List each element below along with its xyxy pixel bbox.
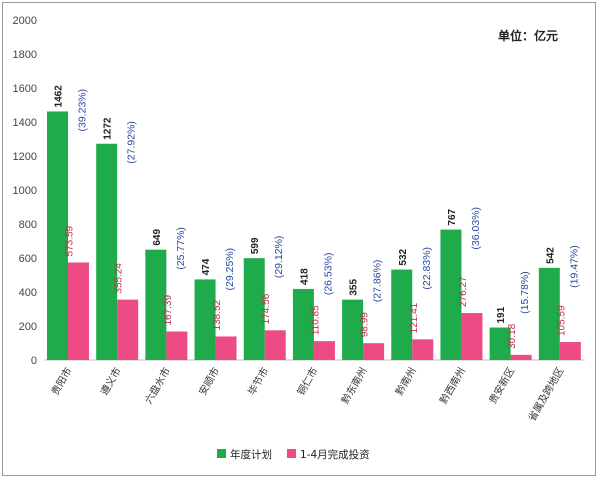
data-label-plan: 355 xyxy=(349,279,360,296)
y-tick-label: 200 xyxy=(19,321,37,333)
legend-swatch-done xyxy=(287,449,296,458)
category-label: 省属及跨地区 xyxy=(525,365,566,423)
bar-plan xyxy=(194,279,216,360)
data-label-plan: 599 xyxy=(250,237,261,254)
bar-plan xyxy=(489,327,511,360)
y-tick-label: 1200 xyxy=(13,151,37,163)
category-label: 贵阳市 xyxy=(48,365,74,397)
category-label: 黔西南州 xyxy=(437,365,468,406)
data-label-done: 105.59 xyxy=(556,305,567,336)
category-label: 黔东南州 xyxy=(338,365,369,406)
y-tick-label: 600 xyxy=(19,253,37,265)
data-label-plan: 1272 xyxy=(103,117,114,140)
category-label: 铜仁市 xyxy=(294,365,320,397)
bar-plan xyxy=(47,111,68,361)
data-label-done: 98.99 xyxy=(360,312,371,337)
bar-done xyxy=(559,342,581,360)
bar-plan xyxy=(292,288,314,360)
y-tick-label: 2000 xyxy=(13,15,37,27)
data-label-done: 30.18 xyxy=(507,323,518,348)
bar-plan xyxy=(440,229,462,360)
bar-plan xyxy=(342,299,364,360)
y-tick-label: 1800 xyxy=(13,49,37,61)
percent-label: (19.47%) xyxy=(568,245,580,288)
bar-done xyxy=(313,341,335,360)
data-label-done: 121.41 xyxy=(409,302,420,333)
data-label-done: 174.56 xyxy=(261,293,272,324)
y-tick-label: 1000 xyxy=(13,185,37,197)
data-label-plan: 191 xyxy=(496,306,507,323)
percent-label: (27.86%) xyxy=(372,260,384,303)
bar-done xyxy=(363,343,385,360)
bar-plan xyxy=(145,249,167,360)
y-tick-label: 0 xyxy=(31,355,37,367)
percent-label: (26.53%) xyxy=(322,253,334,296)
bar-done xyxy=(166,331,188,360)
bar-plan xyxy=(391,269,413,360)
data-label-done: 276.27 xyxy=(458,276,469,307)
percent-label: (15.78%) xyxy=(519,271,531,314)
legend-swatch-plan xyxy=(217,449,226,458)
bar-done xyxy=(117,299,139,360)
unit-label: 单位：亿元 xyxy=(498,28,558,43)
category-label: 毕节市 xyxy=(245,365,271,397)
bar-done xyxy=(510,354,532,360)
legend-label-done: 1-4月完成投资 xyxy=(300,448,370,461)
percent-label: (36.03%) xyxy=(470,207,482,250)
y-tick-label: 1600 xyxy=(13,83,37,95)
data-label-done: 138.52 xyxy=(212,299,223,330)
data-label-plan: 474 xyxy=(201,258,212,275)
category-label: 安顺市 xyxy=(196,365,222,397)
y-tick-label: 800 xyxy=(19,219,37,231)
data-label-done: 355.24 xyxy=(114,263,125,294)
percent-label: (27.92%) xyxy=(126,121,138,164)
data-label-plan: 532 xyxy=(398,248,409,265)
percent-label: (25.77%) xyxy=(175,227,187,270)
category-label: 贵安新区 xyxy=(486,365,517,406)
legend: 年度计划 1-4月完成投资 xyxy=(217,448,370,461)
bar-done xyxy=(461,313,483,360)
bar-done xyxy=(412,339,434,360)
bar-plan xyxy=(243,258,265,360)
data-label-plan: 1462 xyxy=(54,85,65,108)
bar-done xyxy=(264,330,286,360)
category-label: 黔南州 xyxy=(393,365,419,397)
data-label-plan: 767 xyxy=(447,208,458,225)
legend-label-plan: 年度计划 xyxy=(230,448,272,461)
percent-label: (29.12%) xyxy=(273,236,285,279)
bar-done xyxy=(215,336,237,360)
bar-plan xyxy=(96,143,118,360)
data-label-plan: 418 xyxy=(299,268,310,285)
y-tick-label: 1400 xyxy=(13,117,37,129)
data-label-plan: 649 xyxy=(152,229,163,246)
percent-label: (29.25%) xyxy=(224,248,236,291)
percent-label: (22.83%) xyxy=(421,247,433,290)
y-tick-label: 400 xyxy=(19,287,37,299)
percent-label: (39.23%) xyxy=(77,89,89,132)
data-label-done: 167.39 xyxy=(163,295,174,326)
data-label-plan: 542 xyxy=(545,247,556,264)
category-label: 六盘水市 xyxy=(142,365,173,406)
bar-done xyxy=(68,262,89,360)
category-label: 遵义市 xyxy=(98,365,124,397)
data-label-done: 110.85 xyxy=(310,305,321,335)
bar-plan xyxy=(538,267,560,360)
data-label-done: 573.59 xyxy=(65,225,76,256)
